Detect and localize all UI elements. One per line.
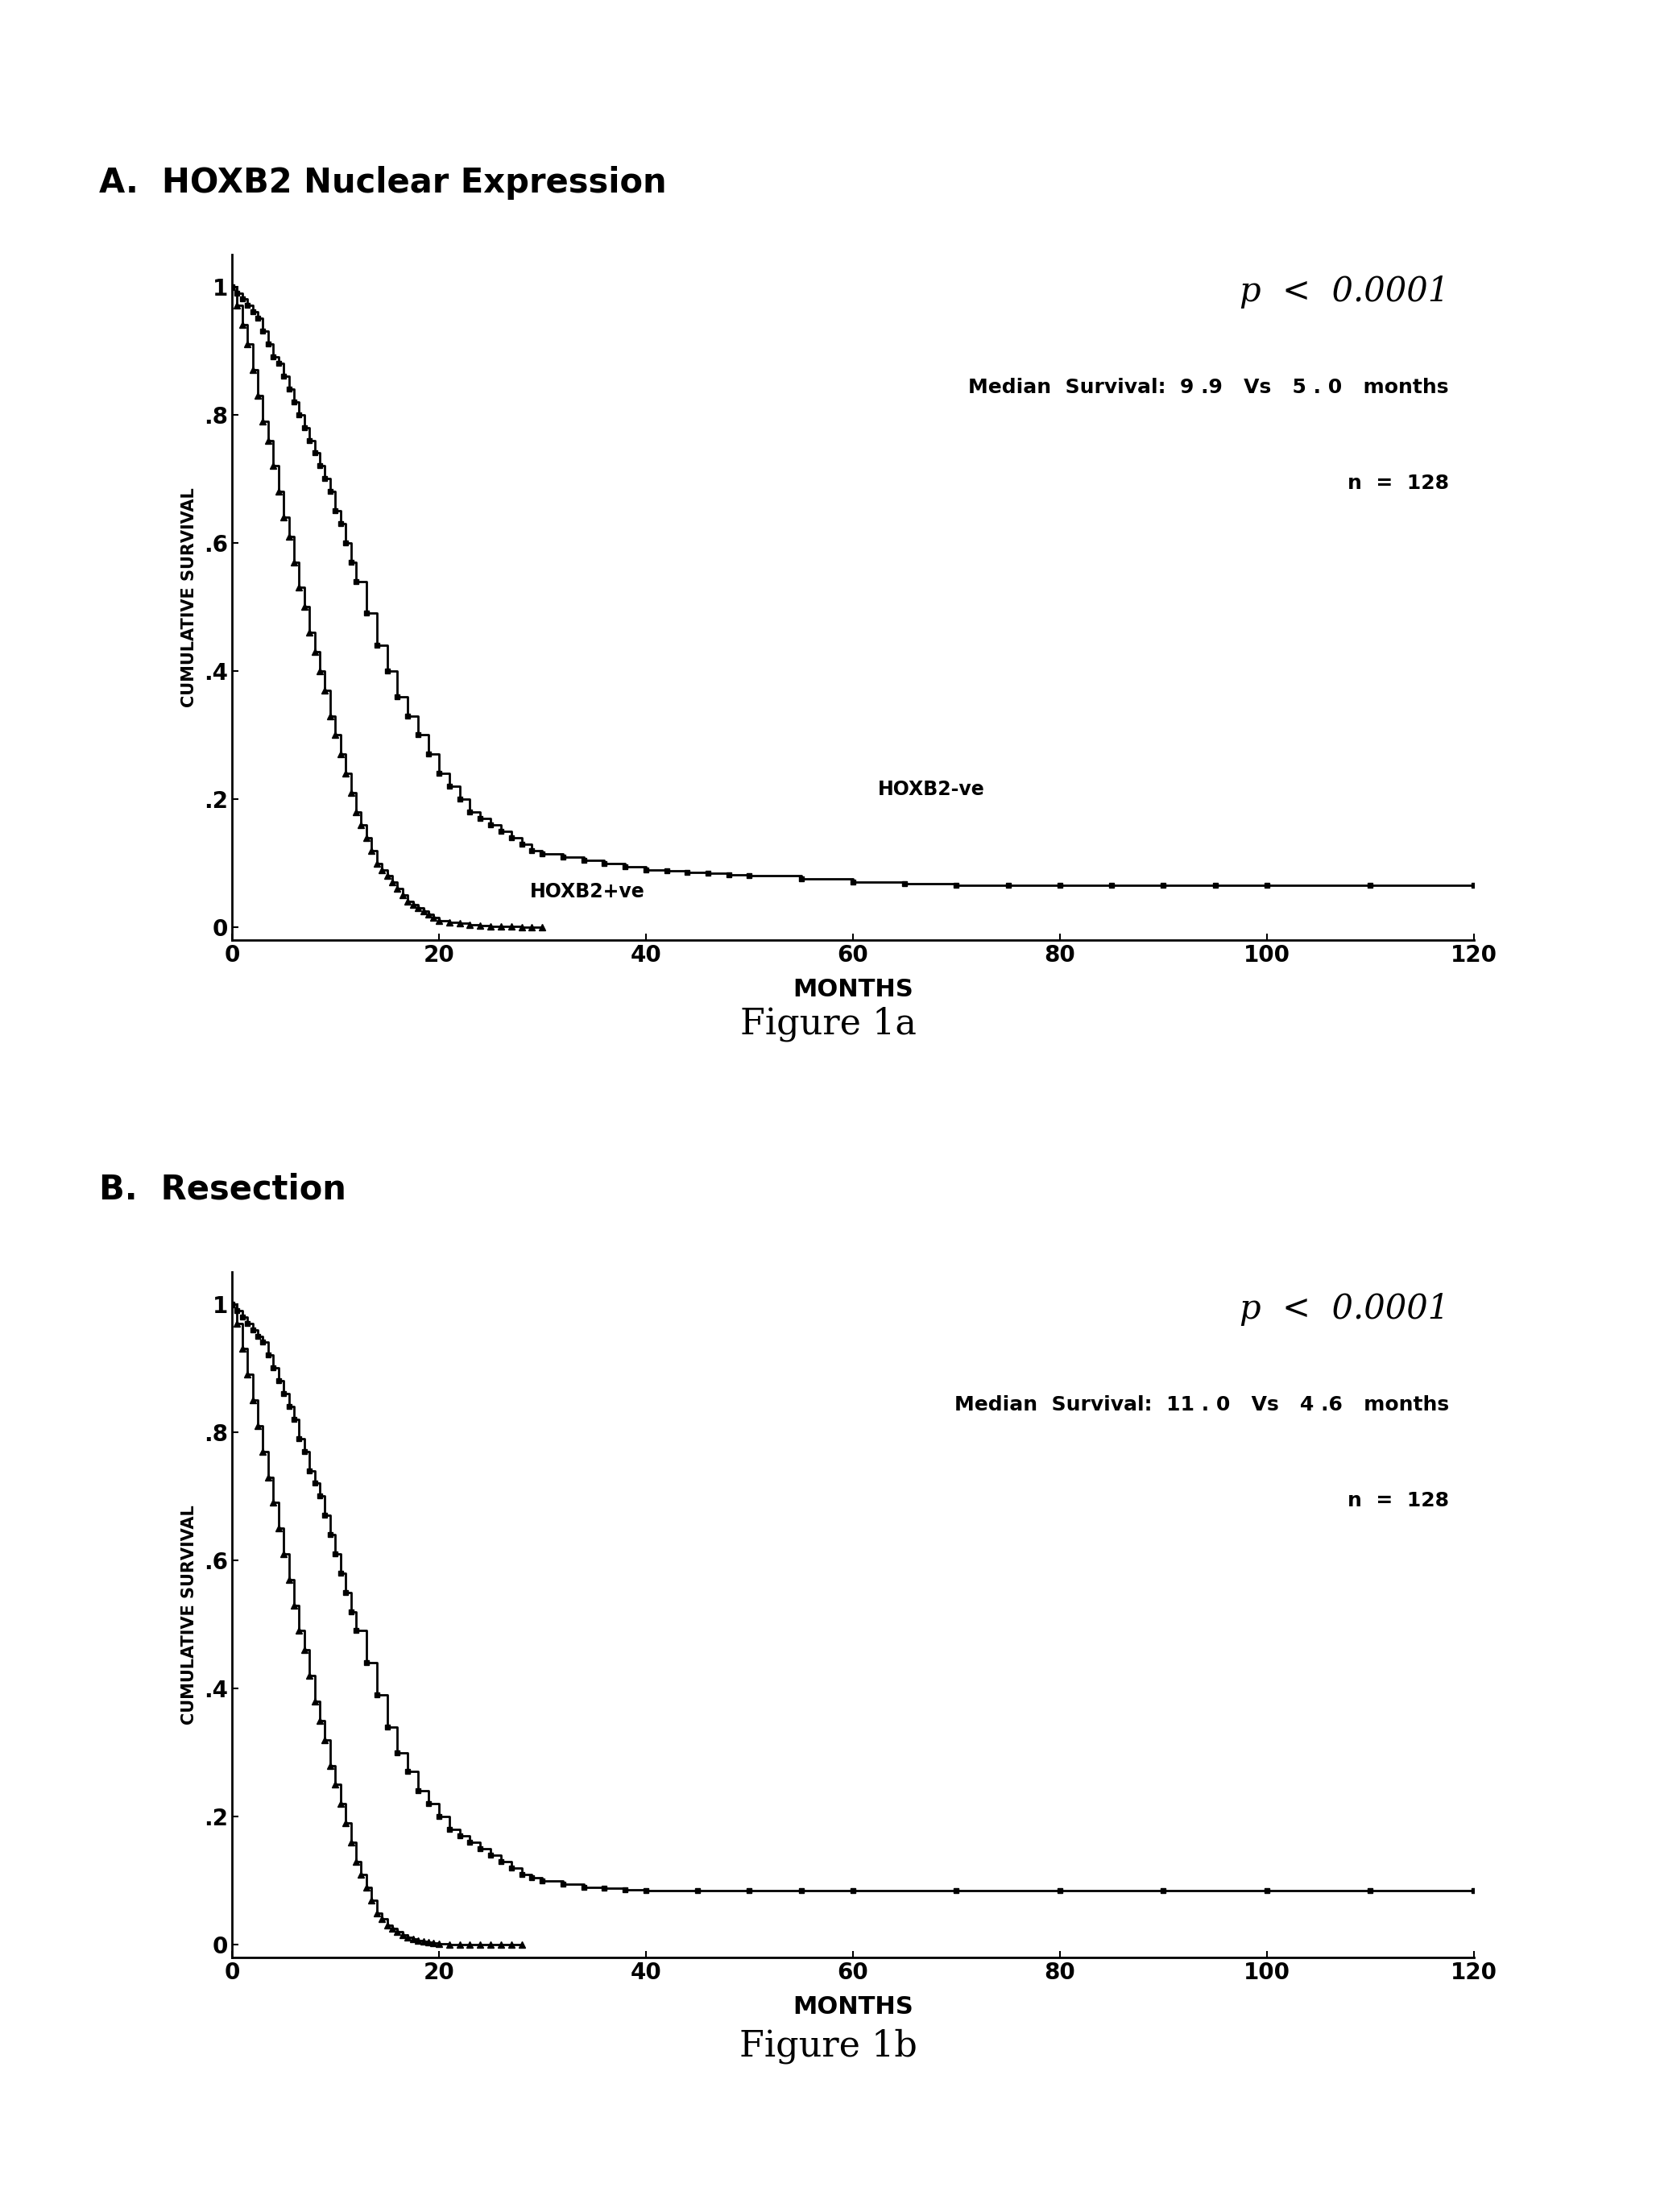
Text: A.  HOXB2 Nuclear Expression: A. HOXB2 Nuclear Expression [99,166,667,199]
Y-axis label: CUMULATIVE SURVIVAL: CUMULATIVE SURVIVAL [181,1504,197,1725]
Text: HOXB2+ve: HOXB2+ve [530,883,644,902]
Text: Figure 1b: Figure 1b [739,2028,917,2064]
Text: p  <  0.0001: p < 0.0001 [1239,1292,1449,1327]
X-axis label: MONTHS: MONTHS [793,1995,912,2020]
Text: Figure 1a: Figure 1a [740,1006,916,1042]
Y-axis label: CUMULATIVE SURVIVAL: CUMULATIVE SURVIVAL [181,487,197,708]
Text: n  =  128: n = 128 [1348,473,1449,493]
X-axis label: MONTHS: MONTHS [793,978,912,1002]
Text: B.  Resection: B. Resection [99,1172,346,1206]
Text: n  =  128: n = 128 [1348,1491,1449,1511]
Text: HOXB2-ve: HOXB2-ve [878,779,985,799]
Text: Median  Survival:  9 .9   Vs   5 . 0   months: Median Survival: 9 .9 Vs 5 . 0 months [969,378,1449,398]
Text: p  <  0.0001: p < 0.0001 [1239,274,1449,310]
Text: Median  Survival:  11 . 0   Vs   4 .6   months: Median Survival: 11 . 0 Vs 4 .6 months [954,1396,1449,1416]
